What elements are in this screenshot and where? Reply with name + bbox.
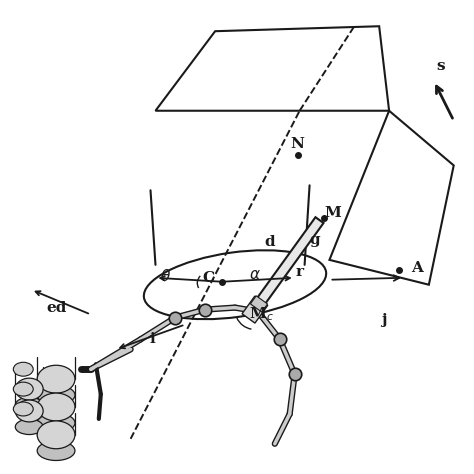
Text: $\theta$: $\theta$	[160, 268, 171, 284]
Ellipse shape	[37, 385, 75, 405]
Text: r: r	[296, 265, 304, 279]
Text: M: M	[324, 206, 341, 220]
Text: g: g	[309, 233, 320, 247]
Ellipse shape	[13, 402, 33, 416]
Text: N: N	[291, 137, 305, 151]
Ellipse shape	[15, 378, 43, 400]
Text: s: s	[437, 59, 445, 73]
Text: d: d	[264, 235, 275, 249]
Ellipse shape	[15, 400, 43, 422]
Ellipse shape	[37, 393, 75, 421]
Bar	[242, 296, 268, 323]
Text: M$_c$: M$_c$	[249, 306, 274, 323]
Ellipse shape	[15, 419, 43, 435]
Text: ed: ed	[46, 301, 66, 315]
Ellipse shape	[13, 382, 33, 396]
Text: C: C	[202, 271, 214, 285]
Ellipse shape	[37, 441, 75, 460]
Text: A: A	[411, 261, 423, 275]
Text: $\alpha$: $\alpha$	[249, 268, 261, 282]
Text: j: j	[382, 312, 387, 327]
Bar	[250, 296, 267, 312]
Polygon shape	[251, 217, 324, 312]
Text: i: i	[150, 332, 155, 346]
Ellipse shape	[37, 421, 75, 449]
Ellipse shape	[15, 397, 43, 413]
Ellipse shape	[37, 365, 75, 393]
Ellipse shape	[37, 413, 75, 433]
Ellipse shape	[13, 362, 33, 376]
